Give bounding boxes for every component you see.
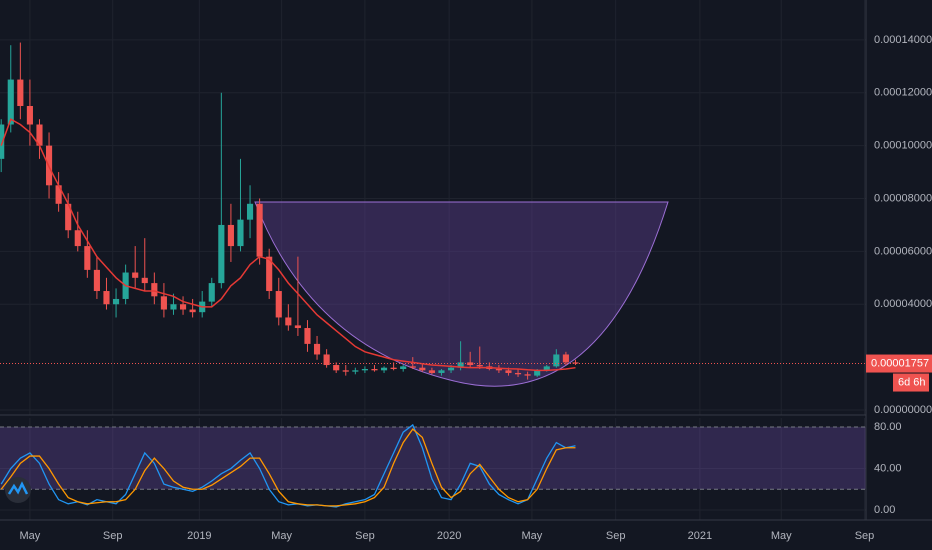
candle-body: [218, 224, 225, 284]
candle-body: [476, 365, 483, 367]
stoch-line: [0, 423, 576, 508]
candle-body: [74, 230, 81, 247]
candle-body: [294, 325, 301, 329]
candle-body: [505, 370, 512, 373]
x-tick-label: 2020: [437, 530, 461, 542]
candle-body: [266, 256, 273, 292]
cup-shape: [254, 201, 669, 387]
last-price-box: [866, 354, 932, 373]
candle-body: [371, 369, 378, 371]
candle-body: [112, 298, 120, 305]
candle-body: [447, 367, 455, 371]
candle-body: [313, 343, 321, 355]
candle-body: [160, 296, 167, 310]
candle-body: [438, 370, 445, 373]
candle-body: [323, 354, 330, 366]
x-tick-label: Sep: [103, 530, 123, 542]
countdown-box: [893, 373, 929, 392]
x-tick-label: May: [271, 530, 292, 542]
candle-body: [26, 105, 33, 125]
candle-body: [275, 291, 282, 318]
y-tick-label: 0.00004000: [874, 298, 932, 310]
x-tick-label: May: [522, 530, 543, 542]
candle-body: [208, 283, 215, 302]
candle-body: [151, 283, 158, 297]
candle-body: [457, 362, 464, 368]
x-tick-label: 2021: [688, 530, 712, 542]
y-tick-label: 0.00008000: [874, 192, 932, 204]
candle-body: [55, 185, 62, 204]
y-tick-label: 0.00000000: [874, 404, 932, 416]
candle-body: [170, 304, 177, 310]
candle-body: [572, 362, 579, 364]
x-tick-label: 2019: [187, 530, 211, 542]
candle-body: [179, 304, 187, 310]
candle-body: [227, 224, 234, 247]
candle-body: [103, 291, 110, 305]
candle-body: [333, 365, 340, 371]
candle-body: [17, 79, 24, 106]
candle-body: [428, 370, 435, 373]
candle-body: [524, 374, 531, 376]
y-tick-label: 80.00: [874, 421, 902, 433]
x-tick-label: Sep: [855, 530, 875, 542]
candle-body: [361, 369, 368, 371]
candle-body: [246, 203, 254, 220]
candle-body: [342, 370, 349, 372]
candle-body: [93, 269, 100, 292]
candle-body: [409, 366, 416, 368]
band: [0, 427, 866, 490]
y-tick-label: 0.00006000: [874, 245, 932, 257]
y-tick-label: 0.00012000: [874, 87, 932, 99]
candle-body: [189, 309, 196, 313]
candle-body: [534, 370, 541, 376]
candle-body: [400, 366, 407, 370]
last-price-label: 0.00001757: [871, 357, 929, 369]
candle-body: [562, 354, 569, 363]
candle-body: [390, 367, 397, 370]
candle-body: [304, 328, 311, 344]
candle-body: [285, 317, 292, 326]
candle-body: [553, 354, 560, 367]
stoch-line: [0, 428, 576, 507]
axes: May Sep 2019 May Sep 2020 May Sep 2021 May Sep 0.00…: [20, 34, 932, 542]
candle-body: [352, 370, 359, 372]
candle-body: [7, 79, 14, 125]
candle-body: [84, 246, 91, 270]
candle-body: [380, 367, 388, 371]
countdown-label: 6d 6h: [898, 376, 926, 388]
x-tick-label: May: [20, 530, 41, 542]
candle-body: [419, 367, 426, 371]
y-tick-label: 0.00010000: [874, 140, 932, 152]
candle-body: [256, 203, 263, 257]
candle-body: [543, 366, 550, 371]
x-tick-label: May: [771, 530, 792, 542]
candle-body: [495, 369, 502, 371]
y-tick-label: 0.00014000: [874, 34, 932, 46]
candle-body: [237, 219, 244, 247]
y-tick-label: 40.00: [874, 462, 902, 474]
candle-body: [36, 124, 43, 146]
moving-average: [0, 118, 576, 372]
x-tick-label: Sep: [606, 530, 626, 542]
candle-body: [467, 362, 474, 366]
y-tick-label: 0.00: [874, 504, 895, 516]
logo-mark: [7, 481, 29, 495]
candle-body: [65, 203, 72, 231]
candle-body: [514, 372, 522, 375]
candle-body: [132, 272, 139, 278]
plot: [0, 42, 866, 508]
x-tick-label: Sep: [355, 530, 375, 542]
candle-body: [141, 277, 148, 284]
